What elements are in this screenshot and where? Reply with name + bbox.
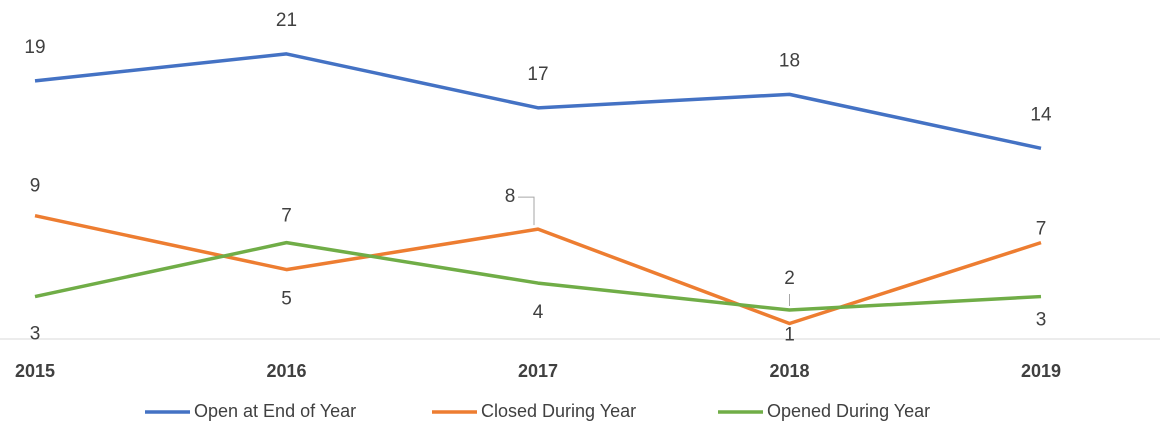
- x-tick-label: 2018: [769, 361, 809, 381]
- x-tick-label: 2016: [266, 361, 306, 381]
- data-label: 17: [527, 64, 548, 85]
- data-label: 7: [1036, 219, 1047, 240]
- x-tick-label: 2015: [15, 361, 55, 381]
- data-label: 9: [30, 176, 41, 197]
- data-label: 3: [30, 324, 41, 345]
- series-line: [34, 240, 1042, 312]
- data-label: 18: [779, 50, 800, 71]
- legend-label: Open at End of Year: [194, 401, 356, 421]
- data-label: 21: [276, 10, 297, 31]
- x-tick-label: 2019: [1021, 361, 1061, 381]
- data-label: 5: [281, 289, 292, 310]
- x-tick-label: 2017: [518, 361, 558, 381]
- leader-line: [518, 196, 535, 226]
- series-line: [34, 52, 1042, 150]
- data-label: 1: [784, 325, 795, 346]
- data-label: 4: [533, 302, 544, 323]
- series-line: [34, 213, 1042, 326]
- legend-label: Closed During Year: [481, 401, 636, 421]
- data-label: 19: [24, 37, 45, 58]
- data-label: 8: [505, 186, 516, 207]
- data-label: 3: [1036, 310, 1047, 331]
- data-label: 2: [784, 268, 795, 289]
- legend-label: Opened During Year: [767, 401, 930, 421]
- data-label: 14: [1030, 104, 1052, 125]
- data-label: 7: [281, 206, 292, 227]
